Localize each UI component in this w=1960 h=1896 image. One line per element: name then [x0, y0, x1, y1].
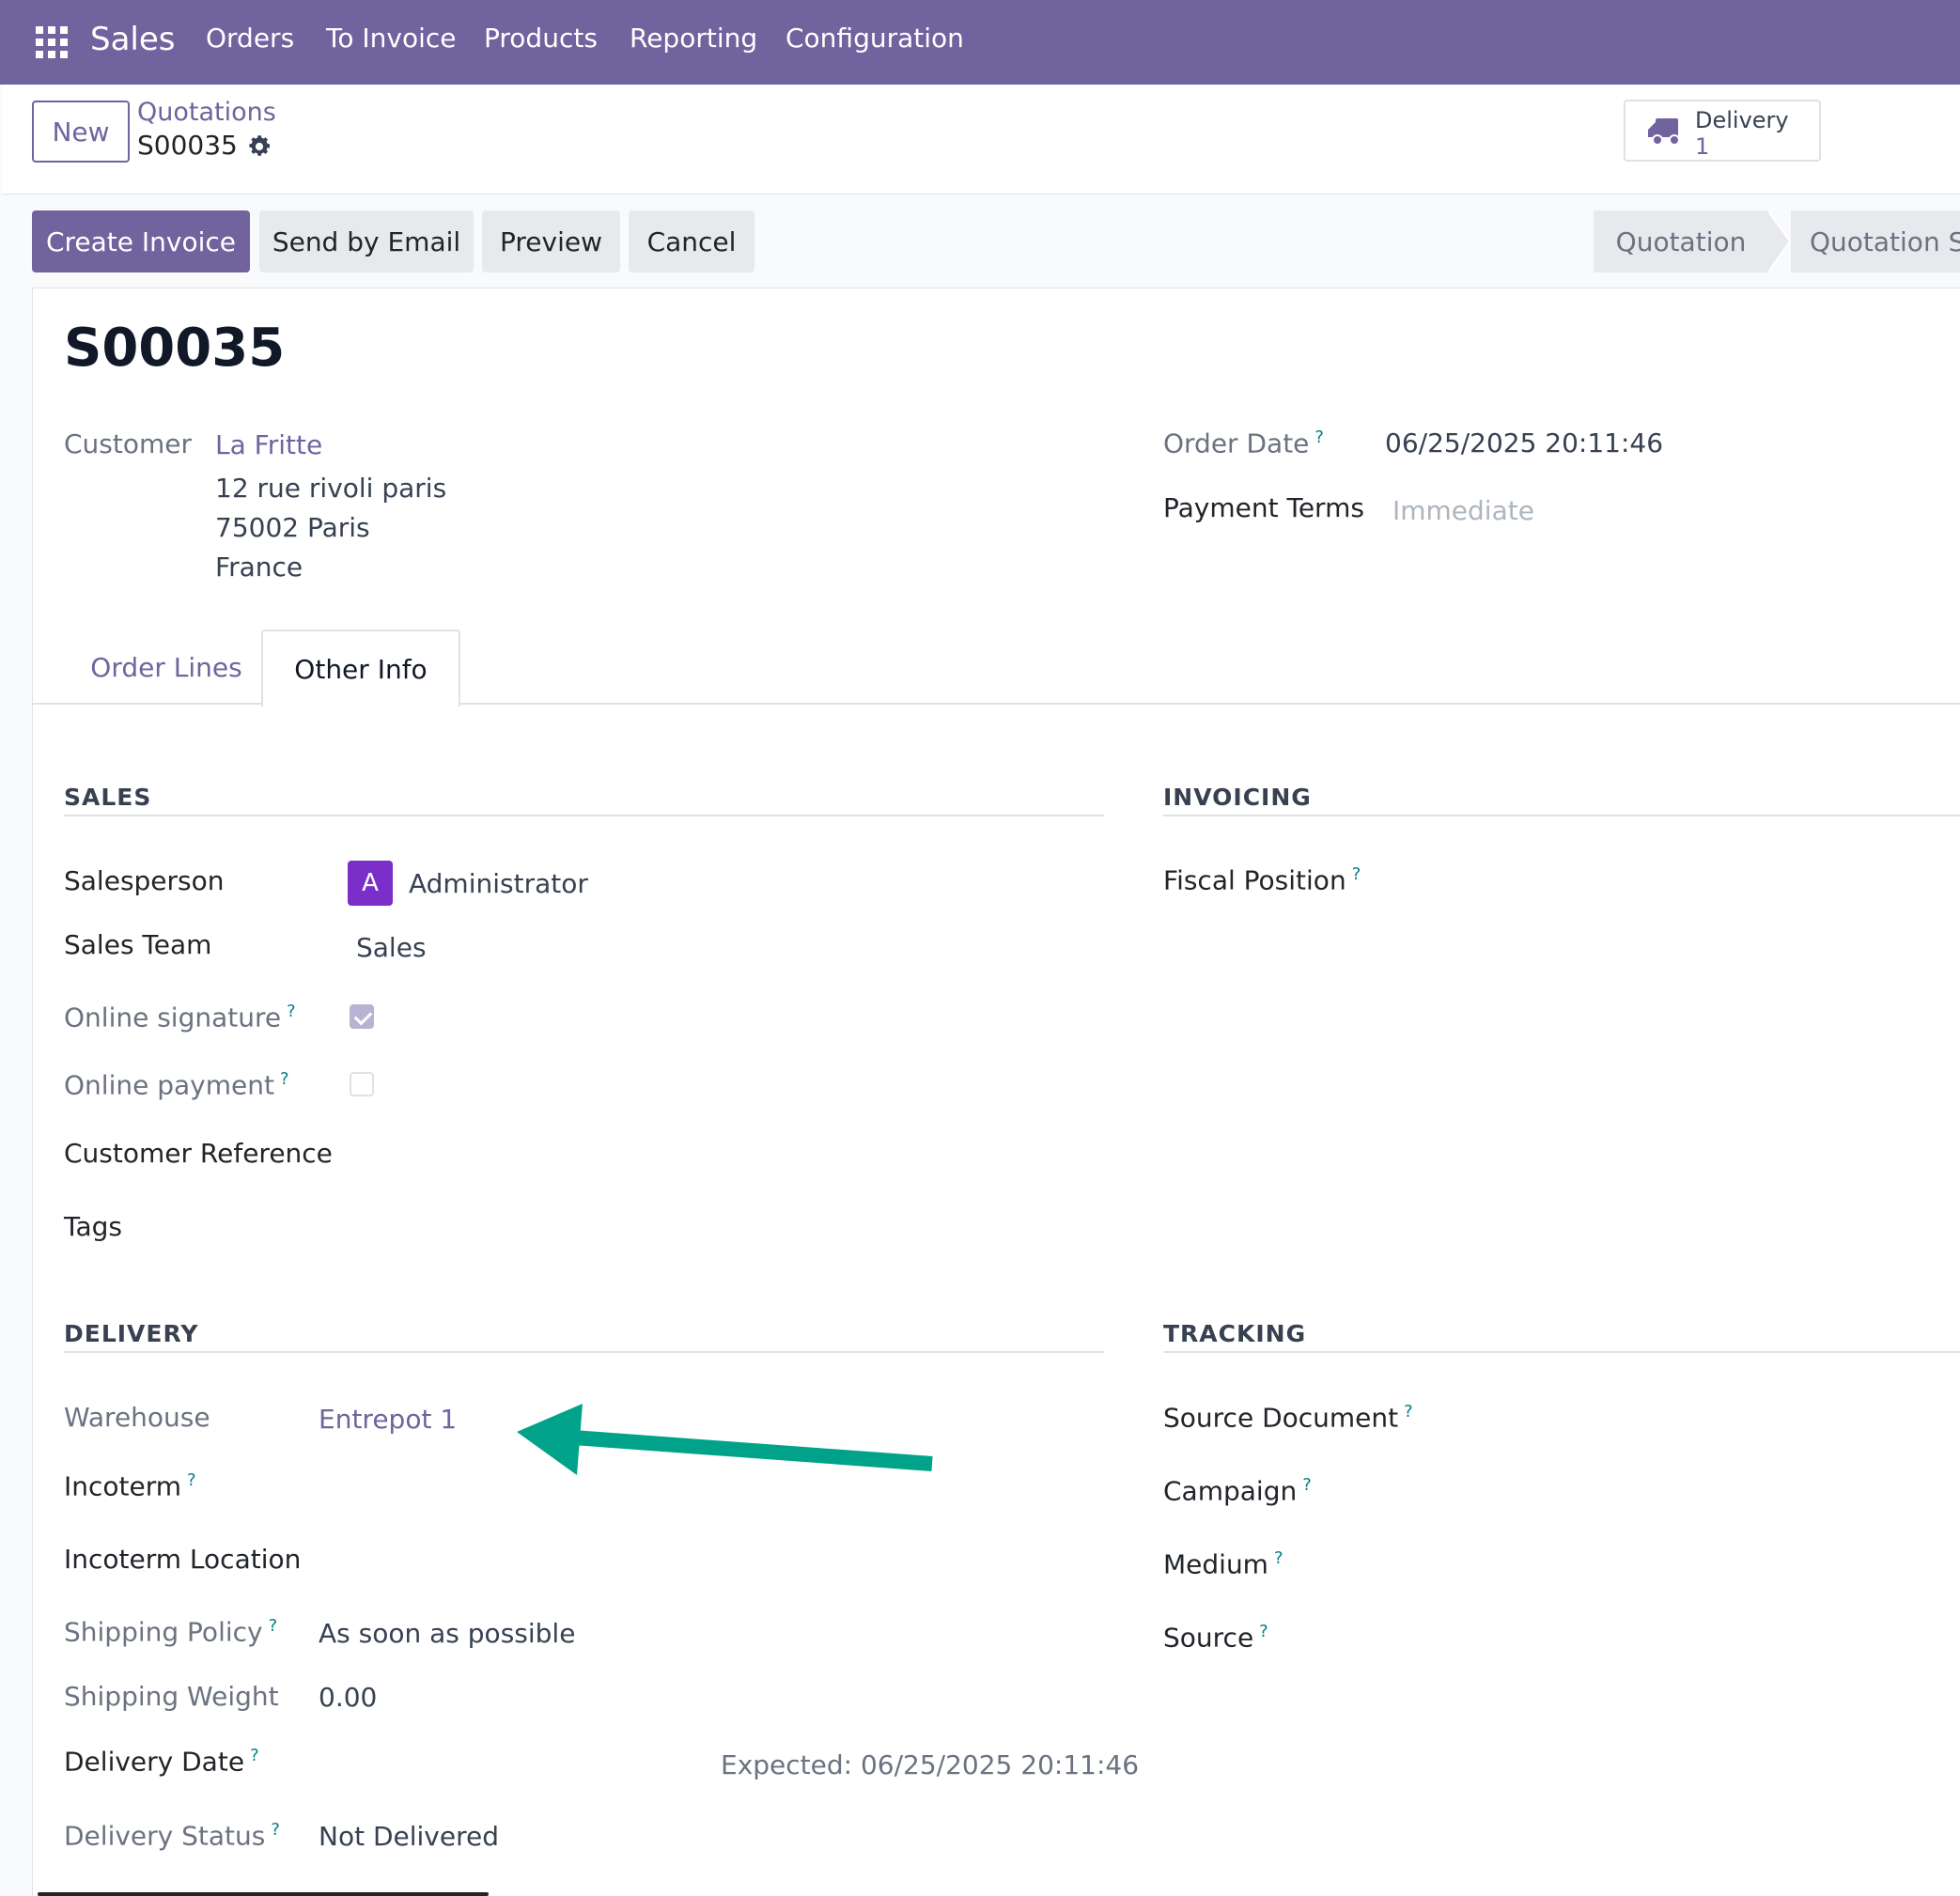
campaign-label: Campaign?	[1163, 1475, 1312, 1507]
section-sales-title: SALES	[64, 784, 152, 811]
menu-orders[interactable]: Orders	[206, 23, 295, 54]
horizontal-scrollbar[interactable]	[38, 1892, 489, 1896]
tags-label: Tags	[64, 1211, 122, 1242]
send-by-email-button[interactable]: Send by Email	[259, 210, 474, 272]
help-icon[interactable]: ?	[271, 1820, 280, 1840]
incoterm-label: Incoterm?	[64, 1470, 196, 1502]
delivery-status-field: Not Delivered	[319, 1821, 499, 1852]
address-line-1: 12 rue rivoli paris	[215, 473, 447, 504]
breadcrumb-current: S00035	[137, 130, 238, 161]
breadcrumb-quotations[interactable]: Quotations	[137, 98, 276, 127]
online-payment-label: Online payment?	[64, 1069, 289, 1101]
address-line-3: France	[215, 552, 303, 583]
shipping-policy-label: Shipping Policy?	[64, 1616, 278, 1648]
menu-configuration[interactable]: Configuration	[786, 23, 964, 54]
medium-label: Medium?	[1163, 1548, 1283, 1580]
help-icon[interactable]: ?	[1314, 427, 1324, 447]
avatar: A	[348, 861, 393, 906]
status-separator-arrow	[1766, 210, 1789, 272]
top-navbar: Sales Orders To Invoice Products Reporti…	[0, 0, 1960, 85]
address-line-2: 75002 Paris	[215, 512, 370, 543]
incoterm-location-label: Incoterm Location	[64, 1544, 302, 1575]
truck-icon	[1648, 118, 1680, 146]
section-invoicing-rule	[1163, 815, 1960, 816]
section-tracking-rule	[1163, 1351, 1960, 1353]
customer-link[interactable]: La Fritte	[215, 429, 323, 460]
delivery-date-label: Delivery Date?	[64, 1746, 259, 1778]
section-tracking-title: TRACKING	[1163, 1320, 1307, 1347]
sales-team-field[interactable]: Sales	[356, 932, 427, 963]
menu-products[interactable]: Products	[484, 23, 598, 54]
new-button[interactable]: New	[32, 101, 130, 163]
order-date-field[interactable]: 06/25/2025 20:11:46	[1385, 427, 1664, 458]
warehouse-label: Warehouse	[64, 1402, 210, 1433]
create-invoice-button[interactable]: Create Invoice	[32, 210, 250, 272]
cancel-button[interactable]: Cancel	[629, 210, 754, 272]
help-icon[interactable]: ?	[279, 1069, 289, 1089]
help-icon[interactable]: ?	[1404, 1402, 1413, 1422]
section-delivery-title: DELIVERY	[64, 1320, 199, 1347]
delivery-count: 1	[1695, 133, 1710, 160]
salesperson-label: Salesperson	[64, 865, 225, 896]
help-icon[interactable]: ?	[187, 1470, 196, 1490]
delivery-smart-button[interactable]: Delivery 1	[1624, 100, 1821, 162]
status-quotation[interactable]: Quotation	[1594, 210, 1768, 272]
annotation-arrow-icon	[517, 1404, 933, 1475]
order-date-label: Order Date?	[1163, 427, 1324, 459]
control-panel: New Quotations S00035 Delivery 1	[2, 85, 1960, 194]
shipping-policy-field[interactable]: As soon as possible	[319, 1618, 576, 1649]
app-name[interactable]: Sales	[90, 21, 176, 58]
help-icon[interactable]: ?	[1273, 1548, 1283, 1568]
source-document-label: Source Document?	[1163, 1402, 1413, 1434]
preview-button[interactable]: Preview	[482, 210, 620, 272]
customer-label: Customer	[64, 428, 193, 459]
source-label: Source?	[1163, 1622, 1268, 1654]
expected-date: Expected: 06/25/2025 20:11:46	[721, 1749, 1140, 1780]
online-signature-checkbox[interactable]	[350, 1004, 374, 1029]
warehouse-link[interactable]: Entrepot 1	[319, 1404, 458, 1435]
apps-menu-icon[interactable]	[36, 26, 68, 58]
online-payment-checkbox[interactable]	[350, 1072, 374, 1096]
tab-order-lines[interactable]: Order Lines	[90, 651, 242, 683]
help-icon[interactable]: ?	[268, 1616, 278, 1636]
payment-terms-label: Payment Terms	[1163, 492, 1364, 523]
shipping-weight-field[interactable]: 0.00	[319, 1682, 378, 1713]
help-icon[interactable]: ?	[1302, 1475, 1312, 1495]
shipping-weight-label: Shipping Weight	[64, 1681, 279, 1712]
tab-other-info[interactable]: Other Info	[261, 629, 460, 707]
menu-reporting[interactable]: Reporting	[630, 23, 758, 54]
menu-to-invoice[interactable]: To Invoice	[326, 23, 457, 54]
delivery-label: Delivery	[1695, 107, 1789, 133]
status-quotation-sent[interactable]: Quotation Se	[1791, 210, 1960, 272]
help-icon[interactable]: ?	[1351, 864, 1361, 884]
record-name: S00035	[64, 318, 286, 379]
section-invoicing-title: INVOICING	[1163, 784, 1312, 811]
tab-divider	[32, 703, 1960, 705]
section-delivery-rule	[64, 1351, 1104, 1353]
delivery-status-label: Delivery Status?	[64, 1820, 280, 1852]
payment-terms-field[interactable]: Immediate	[1392, 495, 1534, 526]
customer-reference-label: Customer Reference	[64, 1138, 333, 1169]
help-icon[interactable]: ?	[287, 1002, 296, 1021]
help-icon[interactable]: ?	[250, 1746, 259, 1765]
online-signature-label: Online signature?	[64, 1002, 296, 1033]
help-icon[interactable]: ?	[1259, 1622, 1268, 1641]
gear-icon[interactable]	[246, 133, 272, 160]
sales-team-label: Sales Team	[64, 929, 212, 960]
salesperson-field[interactable]: Administrator	[409, 868, 588, 899]
fiscal-position-label: Fiscal Position?	[1163, 864, 1361, 896]
section-sales-rule	[64, 815, 1104, 816]
